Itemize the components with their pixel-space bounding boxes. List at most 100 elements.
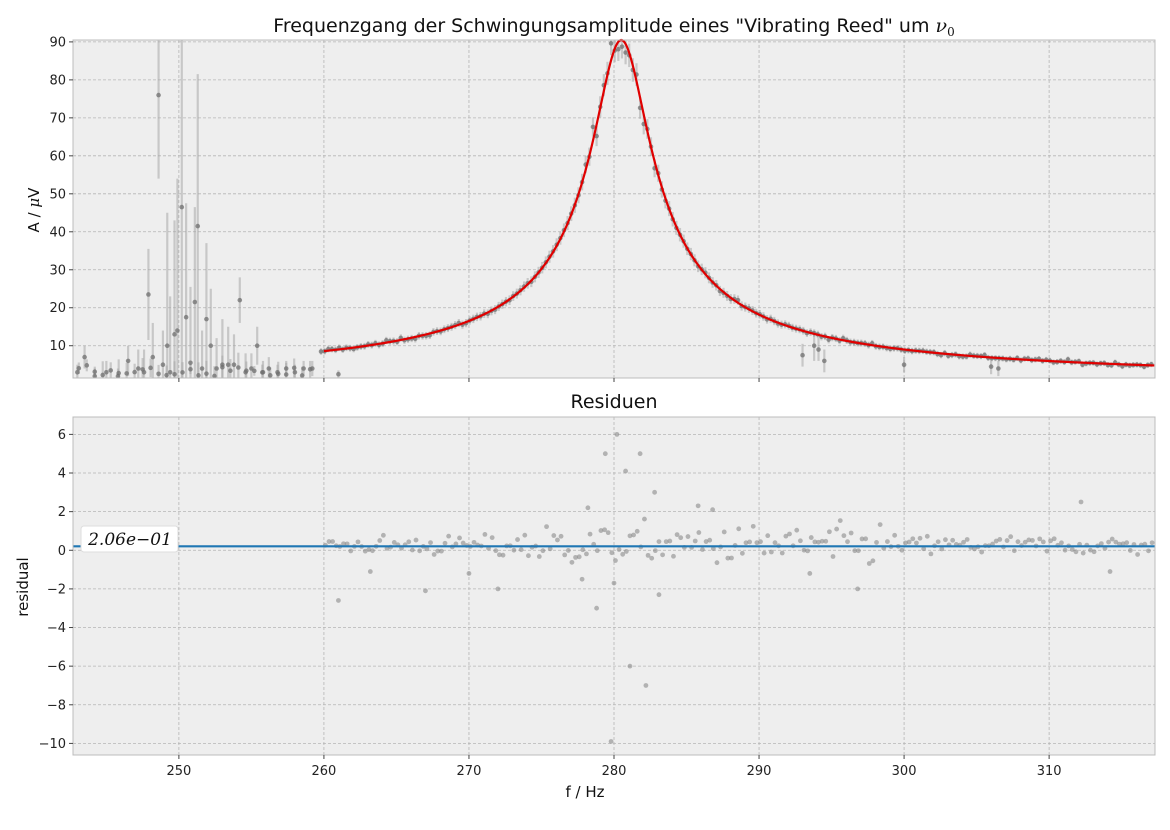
- residual-point: [906, 539, 912, 545]
- residual-point: [576, 554, 582, 560]
- residual-point: [765, 533, 771, 539]
- data-point: [204, 371, 209, 376]
- data-point: [616, 46, 621, 52]
- residual-point: [855, 586, 861, 592]
- residual-point: [1124, 540, 1130, 546]
- residual-point: [558, 533, 564, 539]
- residual-point: [678, 535, 684, 541]
- residual-point: [1044, 548, 1050, 554]
- data-point: [590, 124, 596, 130]
- residual-point: [551, 533, 557, 538]
- data-point: [76, 365, 82, 371]
- residual-point: [1078, 499, 1084, 505]
- residual-point: [1040, 539, 1046, 545]
- residual-point: [428, 540, 433, 546]
- residual-point: [326, 539, 332, 544]
- data-point: [228, 368, 233, 373]
- data-point: [175, 328, 180, 333]
- residual-point: [729, 555, 734, 561]
- residual-point: [442, 540, 448, 546]
- residual-point: [569, 559, 575, 565]
- residual-point: [674, 532, 680, 538]
- residual-point: [671, 553, 676, 559]
- residual-point: [1088, 547, 1093, 553]
- data-point: [237, 297, 243, 303]
- residual-point: [877, 522, 883, 527]
- y-tick-label: −4: [47, 621, 66, 636]
- residual-point: [885, 539, 890, 544]
- data-point: [307, 366, 313, 372]
- residual-point: [750, 523, 756, 529]
- y-tick-label: 40: [49, 225, 66, 240]
- residual-point: [660, 552, 665, 558]
- residual-point: [377, 538, 383, 543]
- data-point: [283, 366, 289, 371]
- y-tick-label: 10: [49, 339, 66, 354]
- residual-point: [910, 536, 916, 542]
- residual-point: [700, 547, 705, 552]
- residual-point: [406, 539, 412, 545]
- data-point: [188, 360, 193, 366]
- residual-point: [841, 533, 847, 539]
- residual-point: [482, 531, 488, 537]
- residual-point: [914, 540, 919, 546]
- residual-point: [663, 539, 669, 545]
- residual-point: [366, 547, 372, 552]
- y-tick-label: −8: [47, 698, 66, 713]
- data-point: [988, 364, 994, 369]
- residual-point: [1026, 537, 1032, 543]
- residual-point: [453, 541, 459, 547]
- data-point: [619, 44, 625, 49]
- y-tick-label: 80: [49, 73, 66, 88]
- data-point: [204, 316, 209, 322]
- data-point: [214, 366, 219, 371]
- amplitude-y-ticks: 10 20 30 40 50 60 70 80 90: [49, 35, 1050, 382]
- data-point: [301, 366, 306, 371]
- residual-point: [1113, 539, 1119, 545]
- residual-point: [522, 532, 528, 538]
- residual-point: [794, 527, 800, 533]
- residual-point: [602, 451, 608, 457]
- data-point: [116, 370, 121, 376]
- data-point: [140, 367, 145, 372]
- data-point: [108, 368, 114, 373]
- residual-point: [772, 540, 778, 546]
- residual-point: [710, 507, 716, 513]
- x-tick-label: 290: [747, 764, 772, 779]
- residual-point: [439, 548, 444, 554]
- residual-point: [692, 538, 698, 544]
- residual-point: [768, 549, 774, 555]
- data-point: [292, 370, 298, 375]
- data-point: [132, 369, 137, 375]
- data-point: [148, 365, 153, 371]
- residual-point: [939, 546, 945, 552]
- data-point: [84, 363, 90, 368]
- data-point: [135, 366, 141, 371]
- x-axis-label: f / Hz: [565, 783, 604, 801]
- residual-point: [362, 548, 368, 554]
- residual-point: [500, 552, 506, 558]
- amplitude-panel: Frequenzgang der Schwingungsamplitude ei…: [25, 15, 1156, 382]
- residual-point: [935, 539, 941, 545]
- residual-point: [830, 554, 836, 559]
- data-point: [208, 343, 214, 349]
- residual-point: [370, 548, 375, 554]
- data-point: [100, 372, 106, 378]
- residual-point: [1037, 536, 1043, 542]
- residual-point: [993, 538, 999, 544]
- y-tick-label: 60: [49, 149, 66, 164]
- residual-point: [797, 538, 803, 544]
- residual-point: [899, 547, 905, 553]
- data-point: [225, 362, 231, 368]
- data-point: [266, 366, 272, 371]
- residual-point: [747, 539, 753, 545]
- residual-point: [725, 555, 731, 561]
- residual-point: [826, 529, 832, 535]
- residual-point: [518, 547, 524, 553]
- residual-point: [424, 546, 430, 552]
- data-point: [267, 373, 273, 378]
- residual-point: [1135, 552, 1140, 557]
- residual-point: [540, 548, 546, 554]
- residual-panel: Residuen 2.06e−01 −10 −8 −6 −4 −2 0 2 4 6 250 260…: [14, 391, 1156, 801]
